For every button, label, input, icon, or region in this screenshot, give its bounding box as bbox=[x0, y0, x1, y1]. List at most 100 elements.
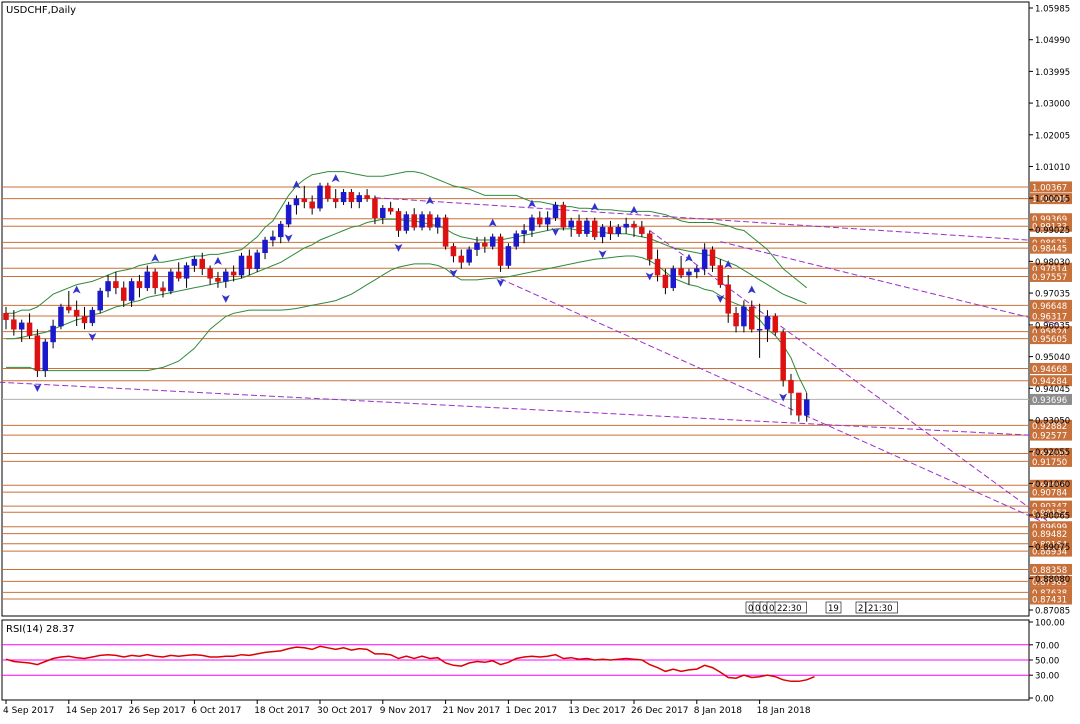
candle-body bbox=[81, 316, 88, 324]
candle-body bbox=[73, 309, 80, 317]
price-tick-label: 1.05985 bbox=[1035, 5, 1070, 15]
level-label: 0.89164 bbox=[1032, 540, 1067, 550]
time-tick-label: 18 Jan 2018 bbox=[757, 706, 811, 716]
rsi-tick-label: 100.00 bbox=[1035, 619, 1065, 629]
level-label: 0.97814 bbox=[1032, 265, 1067, 275]
time-tick-label: 9 Nov 2017 bbox=[380, 706, 432, 716]
session-label-box bbox=[865, 601, 898, 614]
price-tick-label: 0.97035 bbox=[1035, 290, 1070, 300]
time-axis: 4 Sep 2017 14 Sep 2017 26 Sep 2017 6 Oct 20… bbox=[3, 700, 811, 716]
level-label-bg bbox=[1030, 333, 1072, 345]
candle-body bbox=[733, 313, 739, 327]
candle-body bbox=[537, 217, 543, 225]
candle-body bbox=[717, 265, 724, 285]
time-tick-label: 21 Nov 2017 bbox=[443, 706, 501, 716]
fractal-up-arrow bbox=[292, 180, 301, 189]
candle-body bbox=[380, 207, 386, 218]
price-axis: 1.003671.000000.993690.991330.986250.984… bbox=[1029, 5, 1072, 617]
candle-body bbox=[301, 198, 308, 203]
candle-body bbox=[89, 309, 96, 324]
fractal-up-arrow bbox=[213, 256, 222, 265]
candle-body bbox=[238, 255, 245, 276]
price-levels bbox=[2, 186, 1029, 600]
candle-body bbox=[199, 258, 205, 269]
candle-body bbox=[592, 220, 598, 238]
candle-body bbox=[183, 265, 190, 279]
session-labels: 0 0 0 0 22:30 19 2 21:30 bbox=[745, 601, 898, 614]
candle-body bbox=[364, 195, 370, 199]
level-label-bg bbox=[1030, 521, 1072, 533]
candle-body bbox=[50, 325, 56, 343]
main-plot-frame bbox=[1, 1, 1030, 617]
level-label: 0.98445 bbox=[1032, 245, 1067, 255]
price-tick-label: 0.88080 bbox=[1035, 575, 1070, 585]
time-tick-label: 14 Sep 2017 bbox=[66, 706, 123, 716]
trend-line bbox=[720, 241, 1059, 325]
candle-body bbox=[701, 249, 708, 269]
candle-body bbox=[293, 198, 300, 206]
candle-body bbox=[560, 204, 567, 228]
candle-body bbox=[521, 230, 527, 234]
chart-title: USDCHF,Daily bbox=[6, 5, 76, 16]
fractal-up-arrow bbox=[331, 174, 340, 183]
time-tick-label: 26 Dec 2017 bbox=[631, 706, 689, 716]
level-label-bg bbox=[1030, 586, 1072, 598]
level-label-bg bbox=[1030, 429, 1072, 441]
candle-body bbox=[796, 392, 802, 416]
fractals bbox=[33, 174, 788, 402]
candle-body bbox=[694, 268, 700, 273]
candle-body bbox=[450, 246, 457, 257]
level-label-bg bbox=[1030, 310, 1072, 322]
session-label-box bbox=[825, 601, 842, 614]
candle-body bbox=[168, 271, 174, 292]
fractal-down-arrow bbox=[394, 243, 403, 252]
trend-line bbox=[0, 381, 1058, 438]
candle-body bbox=[97, 290, 103, 311]
fractal-down-arrow bbox=[449, 269, 458, 278]
candle-body bbox=[18, 322, 25, 330]
level-label-bg bbox=[1030, 236, 1072, 248]
candle-body bbox=[725, 284, 731, 314]
rsi-line bbox=[5, 645, 815, 683]
level-label: 0.88934 bbox=[1032, 548, 1067, 558]
rsi-tick-label: 50.00 bbox=[1035, 657, 1059, 667]
candle-body bbox=[639, 227, 645, 234]
candle-body bbox=[11, 319, 17, 330]
level-label-bg bbox=[1030, 486, 1072, 498]
fractal-down-arrow bbox=[221, 294, 230, 303]
time-tick-label: 6 Oct 2017 bbox=[191, 706, 241, 716]
level-label: 0.96648 bbox=[1032, 302, 1067, 312]
level-label-bg bbox=[1030, 593, 1072, 605]
rsi-title: RSI(14) 28.37 bbox=[6, 624, 75, 635]
candle-body bbox=[207, 268, 213, 279]
rsi-tick-label: 0.00 bbox=[1035, 695, 1054, 705]
candle-body bbox=[678, 268, 684, 276]
candle-body bbox=[709, 249, 716, 266]
candle-body bbox=[552, 204, 559, 218]
candle-body bbox=[772, 316, 779, 333]
candles bbox=[3, 182, 810, 422]
candle-body bbox=[686, 271, 692, 276]
price-tick-label: 1.02005 bbox=[1035, 131, 1070, 141]
candle-body bbox=[749, 306, 755, 330]
level-label: 0.89482 bbox=[1032, 530, 1067, 540]
candle-body bbox=[356, 195, 362, 203]
candle-body bbox=[372, 198, 378, 218]
candle-body bbox=[756, 328, 763, 331]
level-label-bg bbox=[1030, 528, 1072, 540]
level-label: 0.90784 bbox=[1032, 489, 1067, 499]
candle-body bbox=[607, 227, 614, 234]
fractal-down-arrow bbox=[496, 278, 505, 287]
price-tick-label: 0.96035 bbox=[1035, 321, 1070, 331]
candle-body bbox=[576, 220, 582, 234]
candle-body bbox=[466, 249, 472, 263]
level-label: 0.95605 bbox=[1032, 335, 1067, 345]
level-label: 0.94668 bbox=[1032, 365, 1067, 375]
fractal-down-arrow bbox=[598, 250, 607, 259]
fractal-up-arrow bbox=[151, 253, 160, 262]
fractal-up-arrow bbox=[684, 253, 693, 262]
candle-body bbox=[584, 220, 590, 234]
candle-body bbox=[246, 255, 253, 269]
level-label-bg bbox=[1030, 375, 1072, 387]
